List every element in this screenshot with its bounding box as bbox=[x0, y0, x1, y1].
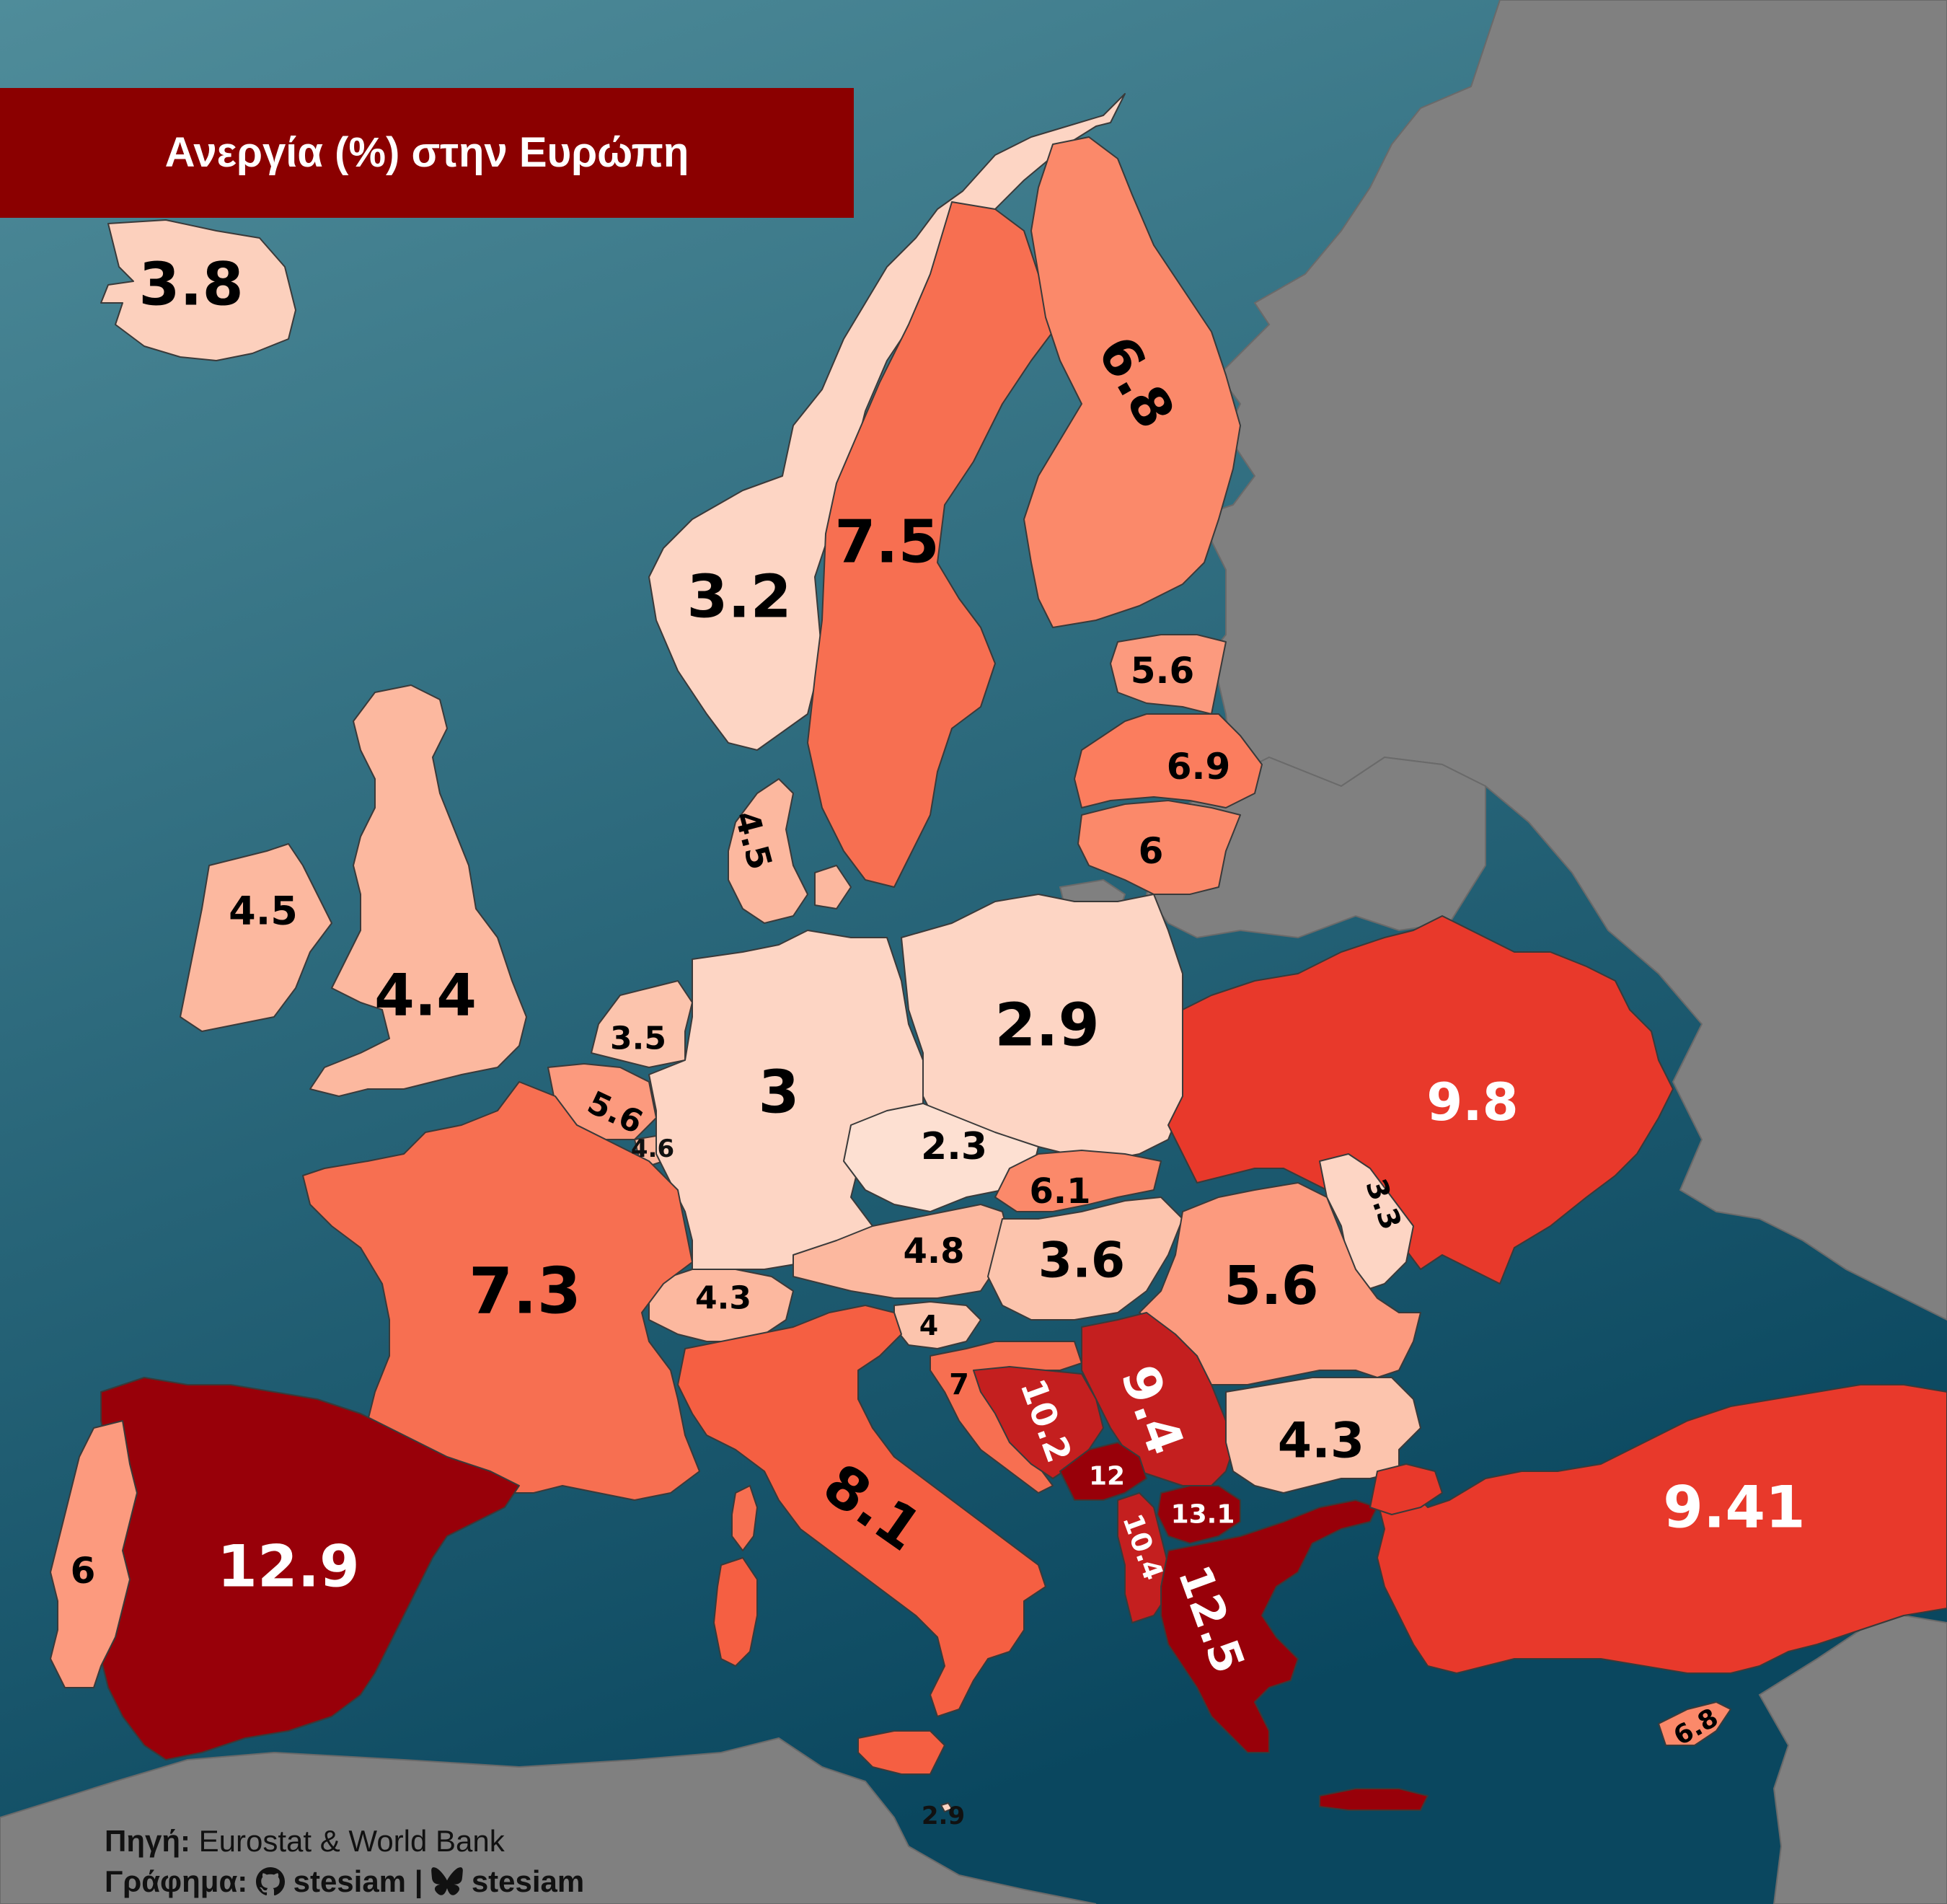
country-italy-sardinia bbox=[713, 1557, 758, 1667]
country-turkey bbox=[1377, 1384, 1947, 1674]
label-turkey: 9.41 bbox=[1663, 1474, 1805, 1541]
source-label: Πηγή: bbox=[105, 1824, 190, 1858]
label-austria: 4.8 bbox=[903, 1231, 964, 1271]
country-france-corsica bbox=[731, 1485, 758, 1551]
label-ukraine: 9.8 bbox=[1426, 1072, 1519, 1132]
label-north-macedonia: 13.1 bbox=[1171, 1500, 1235, 1530]
source-line: Πηγή: Eurostat & World Bank bbox=[105, 1821, 584, 1861]
label-norway: 3.2 bbox=[686, 563, 791, 632]
credit-line: Γράφημα: stesiam | stesiam bbox=[105, 1861, 584, 1902]
country-north-macedonia bbox=[1157, 1485, 1241, 1544]
label-germany: 3 bbox=[758, 1059, 799, 1127]
label-lithuania: 6 bbox=[1139, 830, 1164, 872]
country-slovakia bbox=[994, 1150, 1162, 1212]
label-slovenia: 4 bbox=[919, 1310, 938, 1341]
label-spain: 12.9 bbox=[217, 1533, 359, 1600]
north-africa-land bbox=[0, 1737, 1097, 1904]
country-malta bbox=[940, 1802, 953, 1812]
country-iceland bbox=[100, 219, 296, 361]
country-ukraine bbox=[1167, 915, 1674, 1284]
country-serbia bbox=[1081, 1312, 1234, 1486]
separator: | bbox=[414, 1864, 423, 1898]
github-icon bbox=[255, 1867, 285, 1896]
label-romania: 5.6 bbox=[1224, 1255, 1318, 1317]
label-iceland: 3.8 bbox=[138, 251, 243, 319]
bluesky-butterfly-icon bbox=[431, 1867, 463, 1895]
label-france: 7.3 bbox=[469, 1254, 581, 1328]
label-netherlands: 3.5 bbox=[610, 1021, 666, 1057]
country-italy-sicily bbox=[857, 1730, 945, 1775]
country-lithuania bbox=[1077, 800, 1241, 895]
country-switzerland bbox=[648, 1269, 794, 1342]
label-slovakia: 6.1 bbox=[1029, 1171, 1090, 1212]
source-text: Eurostat & World Bank bbox=[198, 1824, 505, 1858]
country-denmark bbox=[728, 778, 808, 924]
label-switzerland: 4.3 bbox=[695, 1280, 751, 1317]
credit-label: Γράφημα: bbox=[105, 1864, 248, 1898]
country-portugal bbox=[50, 1420, 138, 1688]
country-greece-crete bbox=[1319, 1788, 1429, 1811]
label-montenegro: 12 bbox=[1089, 1462, 1125, 1491]
github-handle: stesiam bbox=[293, 1864, 407, 1898]
country-united-kingdom bbox=[309, 684, 527, 1097]
country-finland bbox=[1023, 136, 1241, 628]
country-hungary bbox=[987, 1196, 1183, 1321]
label-latvia: 6.9 bbox=[1167, 746, 1231, 788]
country-turkey-thrace bbox=[1369, 1463, 1443, 1515]
label-hungary: 3.6 bbox=[1038, 1233, 1125, 1290]
footer: Πηγή: Eurostat & World Bank Γράφημα: ste… bbox=[105, 1821, 584, 1902]
title-banner: Ανεργία (%) στην Ευρώπη bbox=[0, 88, 854, 218]
country-moldova bbox=[1319, 1153, 1414, 1292]
label-united-kingdom: 4.4 bbox=[374, 962, 477, 1029]
country-sweden bbox=[807, 201, 1054, 888]
label-estonia: 5.6 bbox=[1131, 650, 1195, 692]
label-malta: 2.9 bbox=[922, 1802, 965, 1830]
label-portugal: 6 bbox=[71, 1550, 96, 1592]
label-ireland: 4.5 bbox=[229, 889, 298, 934]
label-poland: 2.9 bbox=[994, 992, 1099, 1060]
label-bulgaria: 4.3 bbox=[1278, 1413, 1364, 1470]
bluesky-handle: stesiam bbox=[471, 1864, 585, 1898]
country-greece bbox=[1160, 1499, 1378, 1753]
country-montenegro bbox=[1059, 1442, 1147, 1501]
country-cyprus bbox=[1658, 1701, 1731, 1746]
country-italy bbox=[677, 1305, 1046, 1717]
country-latvia bbox=[1074, 713, 1263, 808]
country-denmark-islands bbox=[814, 865, 852, 909]
country-ireland bbox=[180, 843, 332, 1032]
middle-east-land bbox=[1758, 1614, 1947, 1904]
map-title: Ανεργία (%) στην Ευρώπη bbox=[164, 129, 689, 176]
label-luxembourg: 4.6 bbox=[631, 1134, 674, 1163]
label-sweden: 7.5 bbox=[834, 508, 939, 577]
label-croatia: 7 bbox=[949, 1368, 969, 1401]
label-czechia: 2.3 bbox=[921, 1125, 987, 1168]
